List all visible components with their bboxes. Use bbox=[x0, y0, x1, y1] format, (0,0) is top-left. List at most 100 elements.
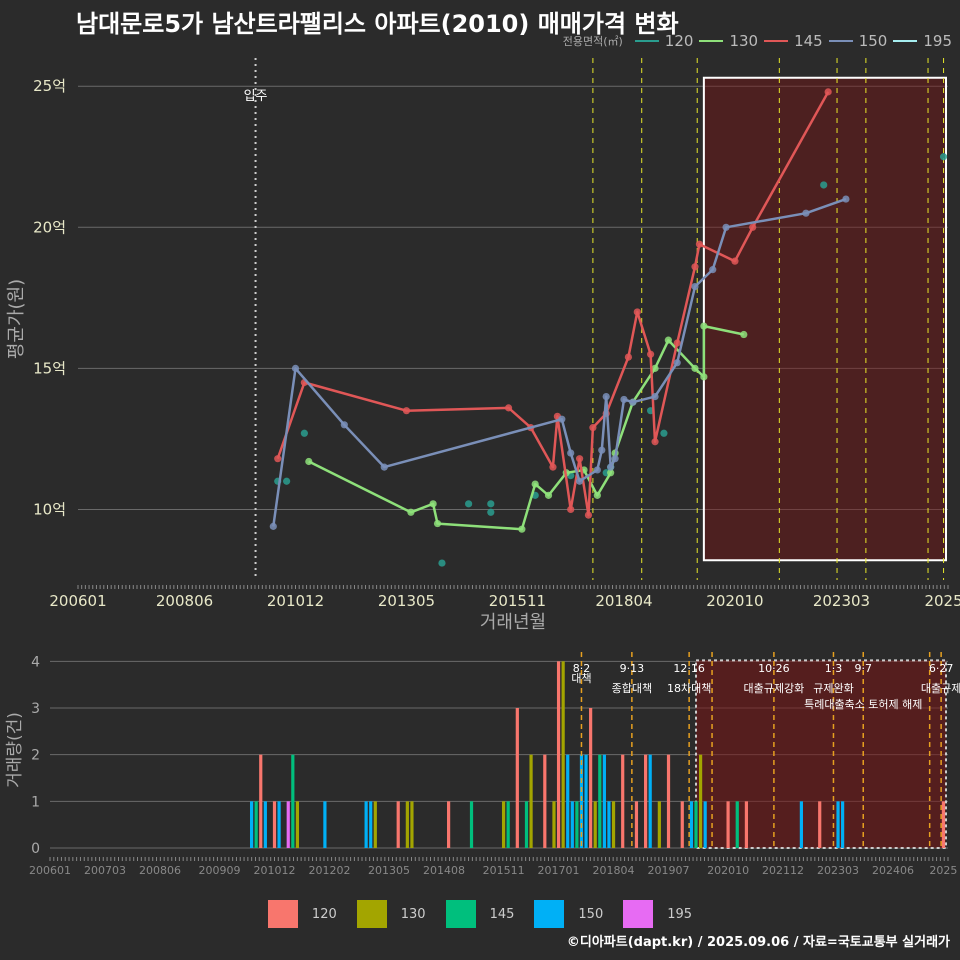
data-point-130 bbox=[518, 525, 526, 533]
bar-x-tick-label: 2025 bbox=[929, 864, 957, 877]
data-point-145 bbox=[402, 407, 411, 415]
bar-x-tick-label: 202406 bbox=[872, 864, 914, 877]
policy-name-label: 18차대책 bbox=[667, 682, 711, 695]
bar-y-tick-label: 1 bbox=[31, 794, 40, 810]
data-point-145 bbox=[504, 404, 513, 412]
data-point-150 bbox=[558, 415, 566, 423]
legend-item-130: 130 bbox=[699, 32, 758, 50]
data-point-145 bbox=[575, 455, 584, 463]
y-tick-label: 20억 bbox=[33, 218, 66, 236]
bar-130 bbox=[593, 801, 597, 848]
data-point-150 bbox=[593, 466, 601, 474]
y-axis-title: 평균가(원) bbox=[6, 279, 27, 359]
data-point-145 bbox=[824, 88, 832, 96]
policy-date-label: 8·2 bbox=[573, 662, 591, 675]
data-point-145 bbox=[695, 240, 704, 248]
x-tick-label: 200601 bbox=[49, 592, 106, 610]
data-point-130 bbox=[433, 519, 442, 528]
chart-title: 남대문로5가 남산트라팰리스 아파트(2010) 매매가격 변화 bbox=[76, 10, 679, 38]
x-tick-label: 201305 bbox=[378, 592, 435, 610]
series-line-145 bbox=[276, 91, 830, 517]
bar-150 bbox=[607, 801, 611, 848]
y-tick-label: 10억 bbox=[33, 500, 66, 518]
move-in-label: 입주 bbox=[244, 89, 268, 104]
bar-195 bbox=[286, 801, 290, 848]
credit-text: ©디아파트(dapt.kr) / 2025.09.06 / 자료=국토교통부 실… bbox=[566, 935, 950, 950]
legend-label: 195 bbox=[667, 906, 693, 922]
bar-legend-item-195: 195 bbox=[623, 900, 692, 928]
data-point-150 bbox=[709, 266, 717, 274]
data-point-120 bbox=[939, 153, 948, 161]
policy-date-label: 6·27 bbox=[929, 662, 954, 675]
bar-130 bbox=[561, 661, 565, 848]
data-point-130 bbox=[691, 364, 699, 372]
top-legend: 전용면적(㎡) 120 130 145 150 195 bbox=[563, 32, 952, 50]
data-point-150 bbox=[629, 398, 637, 406]
policy-name-label: 대책 bbox=[571, 672, 591, 685]
bar-145 bbox=[575, 801, 579, 848]
data-point-150 bbox=[691, 282, 699, 291]
bar-120 bbox=[515, 708, 519, 848]
data-point-120 bbox=[300, 429, 308, 437]
bar-150 bbox=[584, 754, 588, 848]
legend-swatch bbox=[828, 40, 853, 42]
legend-label: 145 bbox=[794, 32, 823, 50]
legend-swatch bbox=[623, 900, 654, 928]
legend-label: 130 bbox=[729, 32, 759, 50]
bar-legend-item-120: 120 bbox=[267, 900, 337, 928]
data-point-130 bbox=[531, 480, 539, 488]
bar-145 bbox=[598, 754, 602, 848]
policy-name-label: 대출규제강화 bbox=[744, 682, 805, 695]
legend-label: 120 bbox=[311, 906, 337, 922]
data-point-150 bbox=[598, 446, 606, 454]
legend-swatch bbox=[634, 40, 659, 42]
data-point-150 bbox=[673, 359, 681, 367]
bar-150 bbox=[364, 801, 368, 848]
bar-y-tick-label: 2 bbox=[31, 748, 40, 764]
data-point-145 bbox=[731, 257, 739, 265]
x-tick-label: 201511 bbox=[489, 592, 546, 610]
data-point-150 bbox=[607, 463, 615, 471]
bar-150 bbox=[323, 801, 327, 848]
bar-150 bbox=[602, 754, 606, 848]
bar-120 bbox=[543, 754, 547, 848]
legend-label: 195 bbox=[923, 32, 952, 50]
bar-x-tick-label: 200601 bbox=[29, 864, 71, 877]
bar-130 bbox=[529, 754, 533, 848]
bar-150 bbox=[648, 754, 652, 848]
data-point-145 bbox=[584, 511, 593, 519]
policy-date-label: 9·13 bbox=[620, 662, 645, 675]
data-point-120 bbox=[487, 500, 495, 508]
bar-x-tick-label: 201804 bbox=[593, 864, 635, 877]
policy-name-label: 특례대출축소 토허제 해제 bbox=[804, 697, 922, 711]
data-point-130 bbox=[607, 469, 615, 477]
bar-120 bbox=[634, 801, 639, 848]
legend-item-195: 195 bbox=[893, 32, 952, 50]
bar-x-tick-label: 201012 bbox=[254, 864, 296, 877]
data-point-120 bbox=[438, 559, 446, 567]
bar-145 bbox=[291, 754, 295, 848]
data-point-150 bbox=[611, 455, 619, 463]
data-point-150 bbox=[802, 209, 810, 217]
policy-date-label: 12·16 bbox=[673, 662, 705, 675]
legend-label: 150 bbox=[858, 32, 888, 50]
bar-legend-item-130: 130 bbox=[356, 900, 426, 928]
bar-130 bbox=[611, 801, 616, 848]
bar-150 bbox=[570, 801, 574, 848]
legend-swatch bbox=[534, 900, 565, 928]
bar-x-tick-label: 201305 bbox=[368, 864, 410, 877]
policy-name-label: 종합대책 bbox=[612, 682, 652, 695]
bar-130 bbox=[410, 801, 414, 848]
bar-x-tick-label: 202303 bbox=[817, 864, 859, 877]
bar-150 bbox=[689, 801, 694, 848]
x-tick-label: 202010 bbox=[706, 592, 763, 610]
data-point-150 bbox=[380, 463, 388, 471]
data-point-145 bbox=[691, 263, 699, 271]
bar-x-tick-label: 200703 bbox=[84, 864, 126, 877]
bar-x-tick-label: 202112 bbox=[762, 864, 804, 877]
bar-120 bbox=[680, 801, 684, 848]
legend-item-145: 145 bbox=[764, 32, 823, 50]
x-tick-label: 2025 bbox=[924, 592, 960, 610]
bottom-legend: 120 130 145 150 195 bbox=[0, 900, 960, 928]
